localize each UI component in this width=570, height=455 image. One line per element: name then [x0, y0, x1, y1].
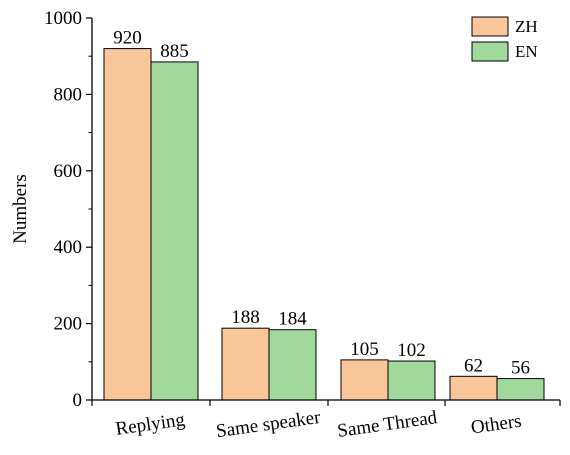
legend-label-en: EN: [515, 42, 538, 61]
x-tick-label-3: Others: [470, 411, 523, 439]
bar-en-3: [496, 378, 545, 401]
bar-en-0: [150, 61, 199, 401]
bar-zh-0: [103, 48, 152, 401]
y-tick-label-4: 800: [54, 84, 83, 105]
y-axis-title: Numbers: [10, 174, 31, 244]
data-label-zh-3: 62: [464, 355, 483, 376]
x-tick-label-1: Same speaker: [215, 407, 323, 443]
data-label-en-0: 885: [160, 41, 189, 62]
data-label-zh-1: 188: [231, 307, 260, 328]
bars-layer: [103, 48, 545, 401]
x-tick-label-2: Same Thread: [336, 407, 439, 442]
bar-zh-2: [340, 359, 389, 401]
y-tick-label-3: 600: [54, 161, 83, 182]
y-tick-label-5: 1000: [44, 8, 82, 29]
data-label-en-1: 184: [278, 309, 307, 330]
bar-en-1: [268, 329, 317, 401]
y-tick-label-1: 200: [54, 314, 83, 335]
y-tick-label-2: 400: [54, 237, 83, 258]
data-label-zh-2: 105: [350, 339, 379, 360]
legend-label-zh: ZH: [515, 17, 538, 36]
data-label-en-2: 102: [397, 340, 426, 361]
y-tick-label-0: 0: [73, 390, 83, 411]
data-label-zh-0: 920: [113, 28, 142, 49]
bar-zh-1: [221, 327, 270, 401]
legend: ZH EN: [471, 16, 538, 62]
legend-swatch-zh: [471, 16, 509, 37]
data-label-en-3: 56: [511, 358, 530, 379]
axes-layer: [86, 17, 561, 406]
bar-en-2: [387, 360, 436, 401]
bar-zh-3: [449, 375, 498, 401]
legend-swatch-en: [471, 41, 509, 62]
x-tick-label-0: Replying: [114, 409, 186, 440]
